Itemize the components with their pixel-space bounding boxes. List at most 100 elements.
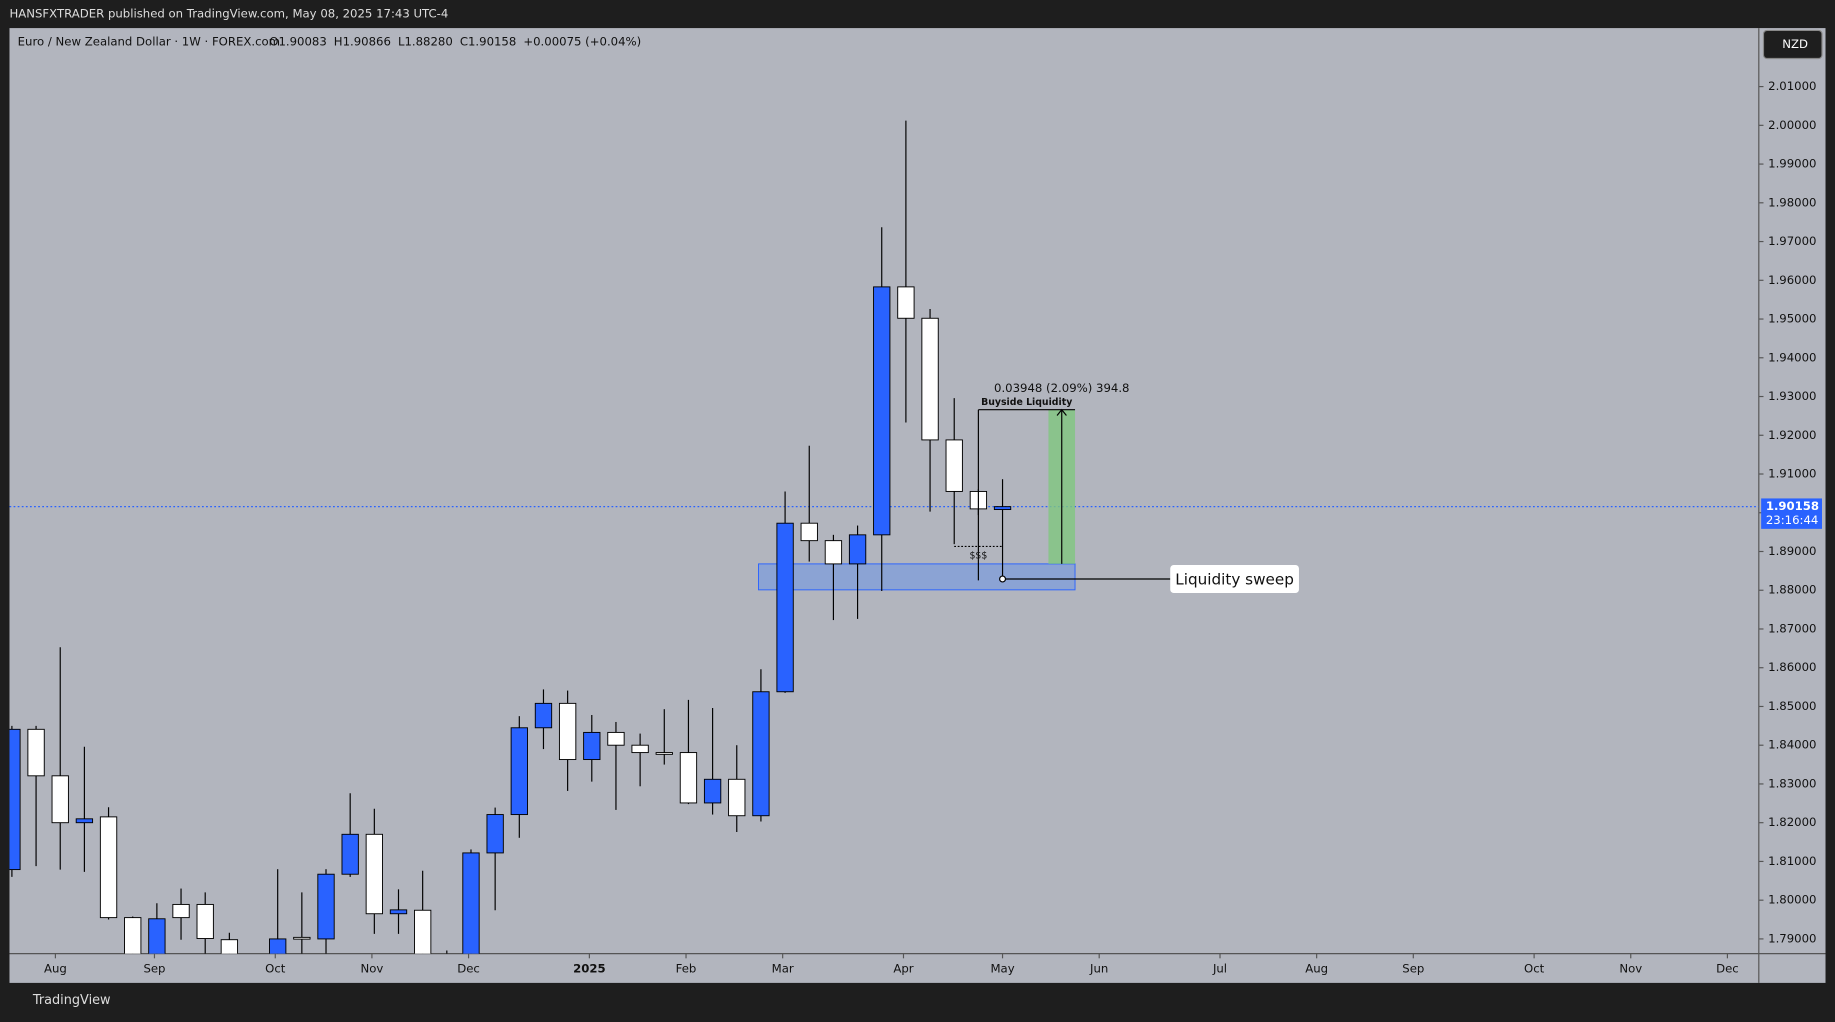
candle-body xyxy=(631,744,649,754)
candle-body xyxy=(776,522,794,693)
candle-body xyxy=(848,534,867,565)
y-tick-label: 1.95000 xyxy=(1768,312,1816,326)
y-tick-label: 1.84000 xyxy=(1768,738,1816,752)
y-tick-label: 1.88000 xyxy=(1768,583,1816,597)
buyside-label: Buyside Liquidity xyxy=(981,397,1072,408)
currency-label: NZD xyxy=(1782,37,1808,51)
last-price-tag xyxy=(1761,498,1822,529)
candle-body xyxy=(679,752,698,804)
candle-body xyxy=(462,852,480,954)
candle-body xyxy=(510,727,528,816)
y-tick-label: 1.99000 xyxy=(1768,157,1816,171)
candle-body xyxy=(873,286,891,536)
candle-body xyxy=(99,816,118,919)
candle-body xyxy=(9,728,21,871)
y-tick-label: 1.87000 xyxy=(1768,621,1816,635)
x-tick-label: Oct xyxy=(1524,961,1545,975)
candle-body xyxy=(534,702,553,729)
candle-body xyxy=(824,540,843,565)
candle-body xyxy=(75,818,94,824)
ohlc-value: H1.90866 xyxy=(334,35,391,49)
candle-body xyxy=(728,778,746,817)
candle-body xyxy=(897,286,915,319)
candle-body xyxy=(341,833,359,875)
y-tick-label: 1.92000 xyxy=(1768,428,1816,442)
x-tick-label: 2025 xyxy=(573,961,606,975)
candle-body xyxy=(148,918,166,954)
candle-body xyxy=(293,936,311,940)
symbol-title: Euro / New Zealand Dollar · 1W · FOREX.c… xyxy=(18,35,280,49)
x-tick-label: Sep xyxy=(1402,961,1424,975)
candle-body xyxy=(27,728,45,777)
y-tick-label: 1.83000 xyxy=(1768,776,1816,790)
candle-body xyxy=(800,522,818,542)
x-tick-label: Feb xyxy=(676,961,697,975)
y-tick-label: 1.85000 xyxy=(1768,699,1816,713)
candle-body xyxy=(51,775,69,824)
sweep-label: Liquidity sweep xyxy=(1175,571,1294,589)
last-price-label: 1.90158 xyxy=(1766,499,1819,513)
candle-body xyxy=(921,317,939,441)
chart-area xyxy=(9,28,1826,983)
y-tick-label: 1.93000 xyxy=(1768,389,1816,403)
x-tick-label: Aug xyxy=(44,961,67,975)
sweep-box xyxy=(1170,564,1299,594)
candle-body xyxy=(558,702,577,761)
candle-body xyxy=(655,752,673,755)
candle-body xyxy=(414,909,432,954)
y-tick-label: 1.82000 xyxy=(1768,815,1816,829)
ohlc-value: C1.90158 xyxy=(460,35,517,49)
publisher: HANSFXTRADER published on TradingView.co… xyxy=(9,7,448,21)
y-tick-label: 1.81000 xyxy=(1768,854,1816,868)
candle-body xyxy=(945,439,963,492)
candle-body xyxy=(607,731,625,746)
y-tick-label: 2.01000 xyxy=(1768,79,1816,93)
x-tick-label: Nov xyxy=(1619,961,1642,975)
ohlc-value: +0.00075 (+0.04%) xyxy=(523,35,641,49)
ohlc-value: O1.90083 xyxy=(269,35,327,49)
plot xyxy=(9,120,1759,954)
y-tick-label: 1.94000 xyxy=(1768,350,1816,364)
candle-body xyxy=(269,938,287,954)
sweep-dot xyxy=(999,575,1007,583)
candle-body xyxy=(196,903,214,940)
candle-body xyxy=(124,917,142,954)
y-tick-label: 1.89000 xyxy=(1768,544,1816,558)
candle-body xyxy=(172,903,190,919)
x-tick-label: Apr xyxy=(893,961,913,975)
x-tick-label: Oct xyxy=(265,961,286,975)
y-tick-label: 1.96000 xyxy=(1768,273,1816,287)
footer-brand: TradingView xyxy=(32,993,111,1008)
candle-body xyxy=(703,778,722,804)
candle-body xyxy=(389,909,408,915)
candle-body xyxy=(220,939,239,954)
x-tick-label: Nov xyxy=(361,961,384,975)
y-tick-label: 1.80000 xyxy=(1768,893,1816,907)
x-tick-label: Dec xyxy=(457,961,480,975)
liquidity-zone xyxy=(758,563,1076,591)
measure-label: 0.03948 (2.09%) 394.8 xyxy=(994,381,1129,395)
x-tick-label: Jul xyxy=(1212,961,1227,975)
y-tick-label: 1.98000 xyxy=(1768,195,1816,209)
y-tick-label: 1.79000 xyxy=(1768,931,1816,945)
candle-body xyxy=(993,506,1012,511)
x-tick-label: Aug xyxy=(1305,961,1328,975)
ohlc-legend: O1.90083 H1.90866 L1.88280 C1.90158 +0.00075… xyxy=(269,35,641,49)
y-tick-label: 1.91000 xyxy=(1768,467,1816,481)
x-tick-label: May xyxy=(990,961,1014,975)
candle-body xyxy=(752,691,770,817)
x-tick-label: Mar xyxy=(772,961,794,975)
x-tick-label: Dec xyxy=(1716,961,1739,975)
y-tick-label: 1.86000 xyxy=(1768,660,1816,674)
candle-body xyxy=(583,731,601,761)
x-tick-label: Sep xyxy=(143,961,165,975)
candle-body xyxy=(365,833,383,915)
currency-button[interactable] xyxy=(1762,29,1823,60)
x-tick-label: Jun xyxy=(1089,961,1108,975)
candle-body xyxy=(486,814,504,854)
y-tick-label: 1.97000 xyxy=(1768,234,1816,248)
countdown-label: 23:16:44 xyxy=(1766,513,1819,527)
sss-label: $$$ xyxy=(969,550,987,561)
